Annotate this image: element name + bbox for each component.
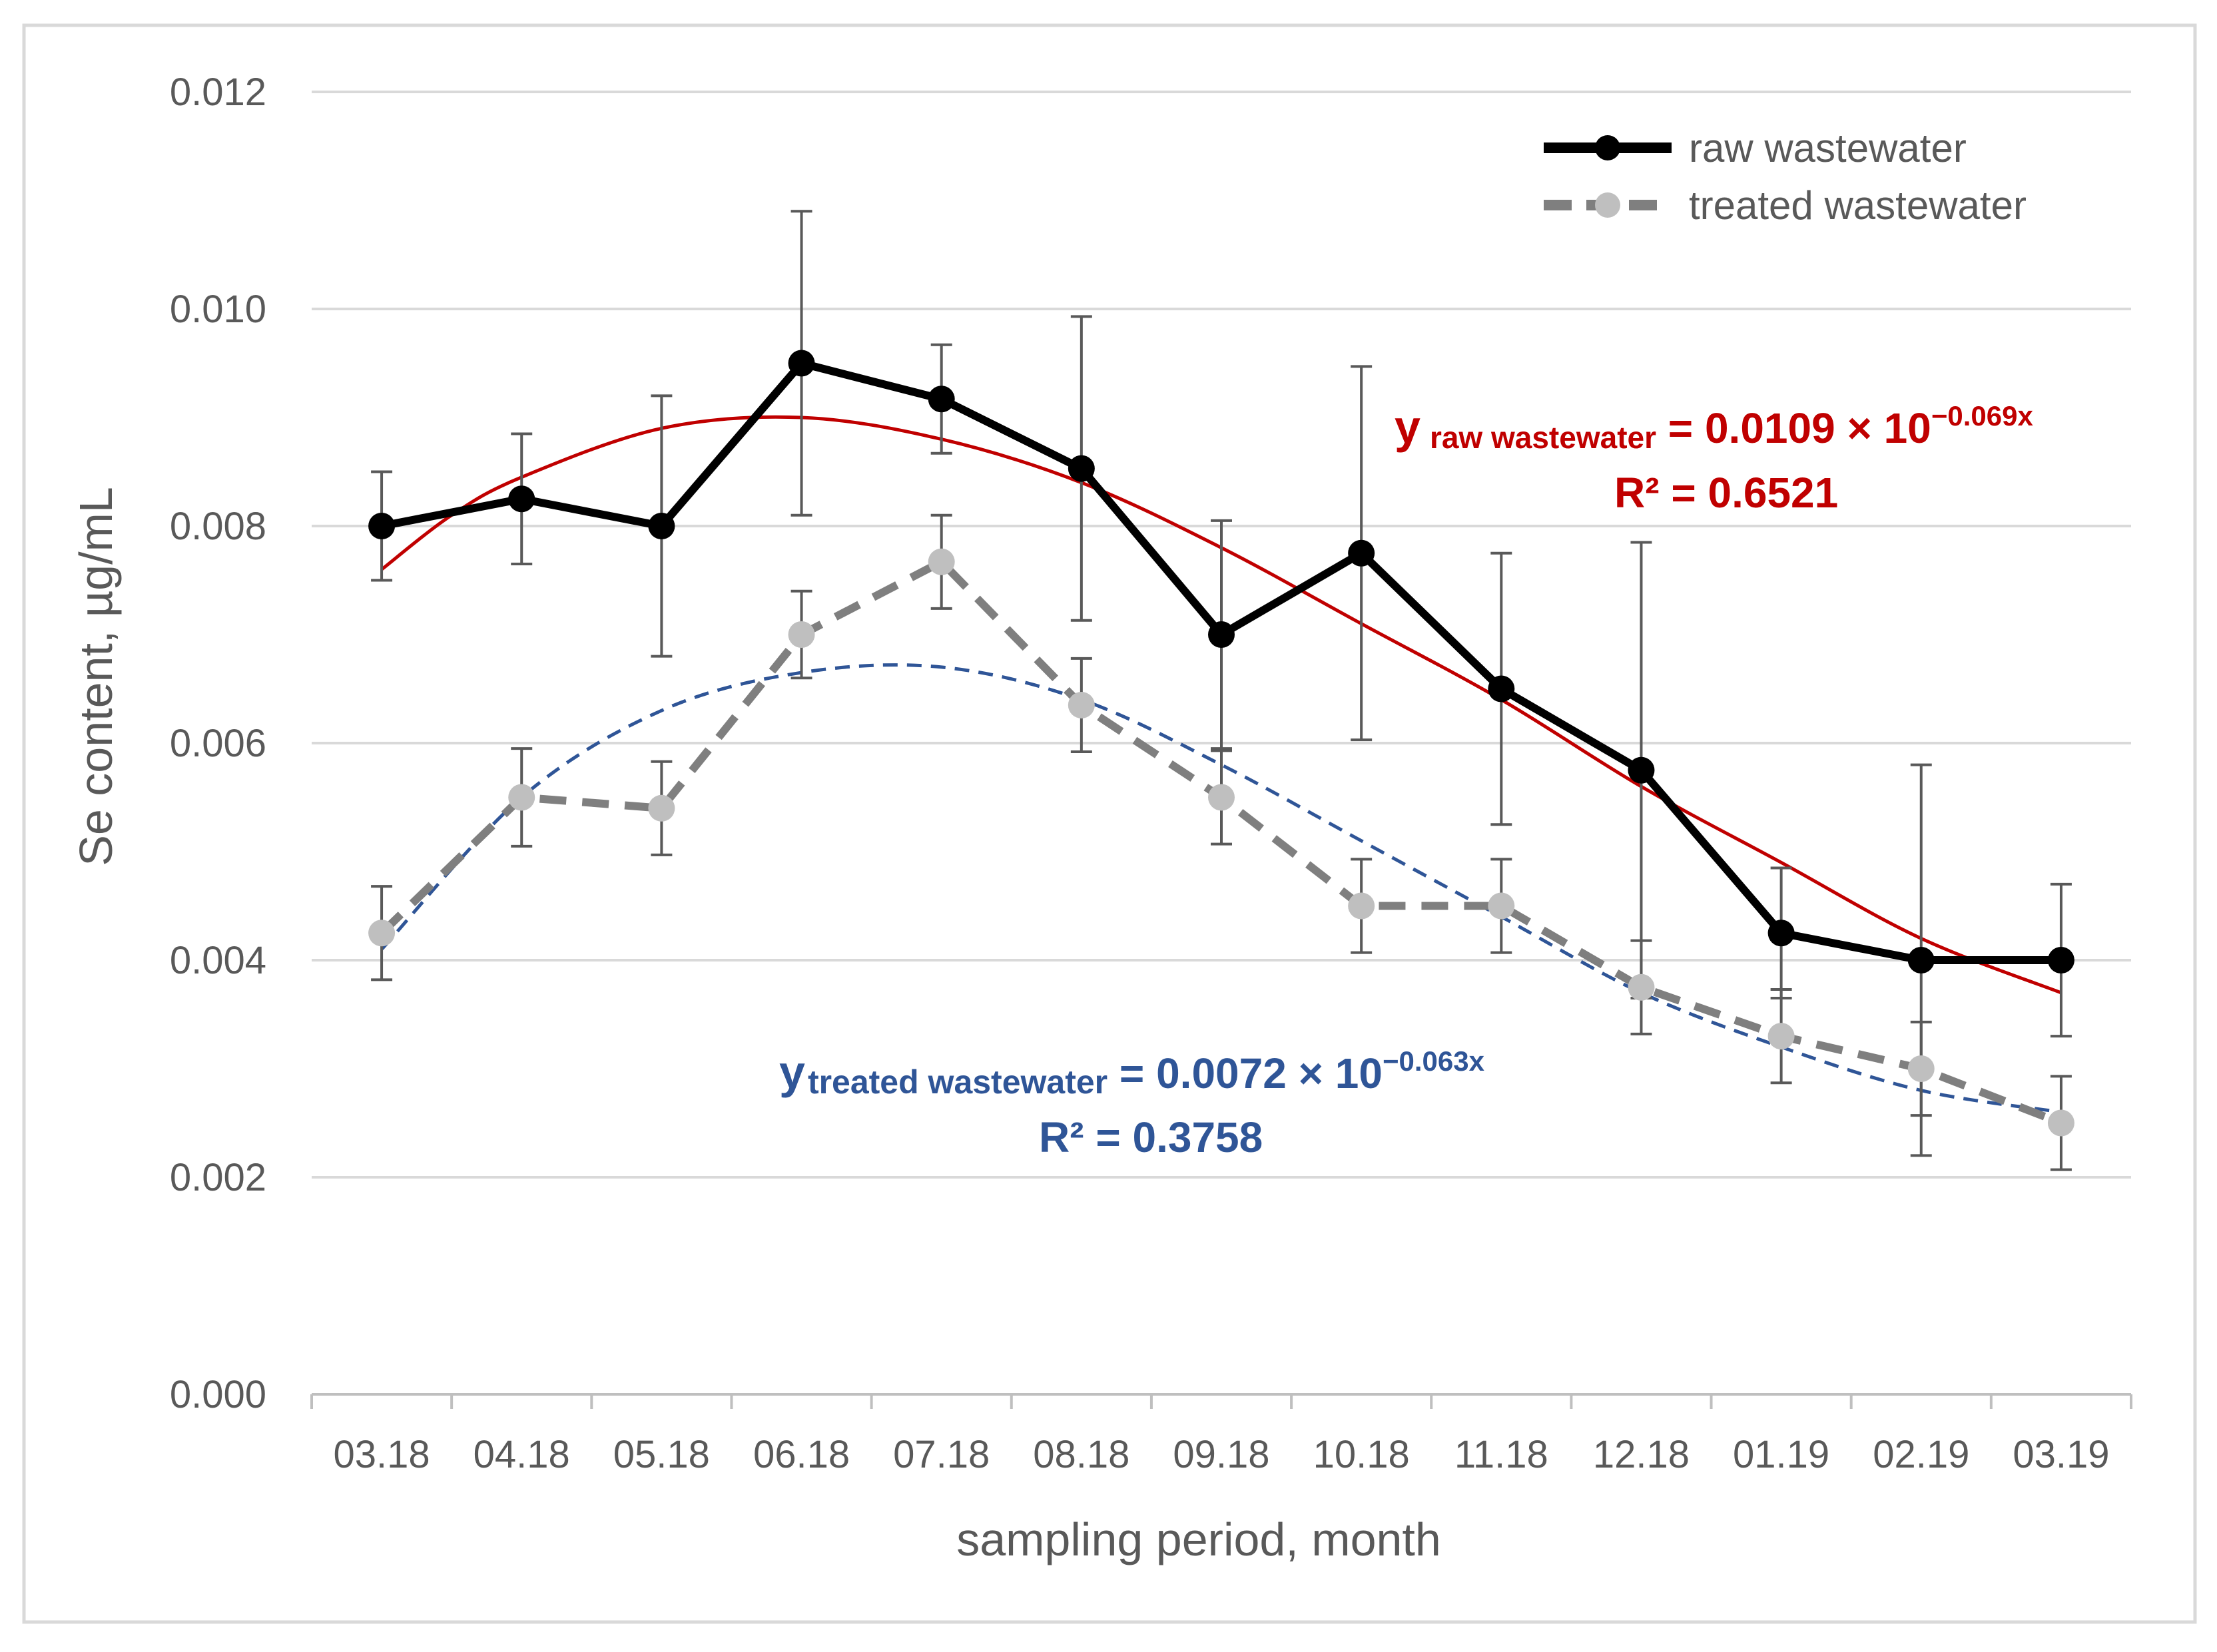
treated-wastewater-point	[1348, 892, 1375, 920]
x-tick-label: 10.18	[1313, 1433, 1410, 1476]
raw-eq-y-sub: raw wastewater	[1430, 420, 1656, 455]
raw-wastewater-point	[1767, 920, 1795, 947]
raw-wastewater-point	[788, 350, 815, 377]
y-tick-label: 0.002	[170, 1156, 266, 1199]
x-tick-label: 09.18	[1173, 1433, 1269, 1476]
treated-trend-equation: ytreated wastewater = 0.0072 × 10−0.063x…	[779, 1045, 1485, 1161]
raw-wastewater-point	[1907, 947, 1935, 973]
chart-frame	[22, 23, 2197, 1624]
treated-eq-y: y	[779, 1046, 805, 1098]
x-axis-ticks: 03.18 04.18 05.18 06.18 07.18 08.18 09.18 10.18…	[333, 1433, 2109, 1476]
y-axis-ticks: 0.000 0.002 0.004 0.006 0.008 0.010 0.012	[170, 71, 266, 1416]
raw-wastewater-point	[2047, 947, 2074, 973]
treated-wastewater-point	[648, 794, 675, 822]
x-axis-title: sampling period, month	[956, 1514, 1441, 1565]
x-tick-label: 12.18	[1593, 1433, 1690, 1476]
treated-wastewater-point	[368, 920, 396, 947]
legend-treated-marker	[1595, 192, 1620, 218]
x-tick-label: 03.19	[2013, 1433, 2109, 1476]
raw-wastewater-point	[368, 513, 396, 539]
treated-wastewater-point	[1628, 973, 1655, 1001]
raw-wastewater-point	[1068, 455, 1095, 482]
treated-eq-rhs: = 0.0072 × 10	[1108, 1049, 1383, 1097]
treated-wastewater-point	[1767, 1023, 1795, 1050]
raw-wastewater-point	[1488, 675, 1515, 702]
x-tick-label: 01.19	[1733, 1433, 1829, 1476]
raw-eq-exp: −0.069x	[1931, 400, 2034, 431]
x-tick-label: 11.18	[1454, 1433, 1548, 1476]
treated-eq-exp: −0.063x	[1383, 1045, 1485, 1077]
svg-text:ytreated wastewater = 0.0072 ×: ytreated wastewater = 0.0072 × 10−0.063x	[779, 1045, 1485, 1101]
x-tick-label: 03.18	[333, 1433, 430, 1476]
treated-wastewater-point	[2047, 1109, 2074, 1137]
raw-wastewater-trendline	[380, 415, 2062, 995]
treated-wastewater-point	[1208, 784, 1235, 811]
y-tick-label: 0.012	[170, 71, 266, 114]
raw-wastewater-point	[648, 513, 675, 539]
x-tick-label: 02.19	[1873, 1433, 1969, 1476]
raw-eq-y: y	[1395, 401, 1421, 453]
treated-wastewater-point	[788, 621, 815, 648]
treated-wastewater-point	[928, 548, 955, 575]
treated-wastewater-point	[1907, 1055, 1935, 1082]
legend-treated-label: treated wastewater	[1689, 183, 2027, 228]
legend-raw-marker	[1595, 135, 1620, 160]
y-tick-label: 0.004	[170, 939, 266, 982]
legend-raw-label: raw wastewater	[1689, 126, 1967, 170]
treated-wastewater-point	[1488, 892, 1515, 920]
raw-wastewater-point	[1348, 539, 1375, 567]
data-series	[368, 350, 2074, 1137]
y-tick-label: 0.008	[170, 505, 266, 548]
y-tick-label: 0.010	[170, 288, 266, 331]
x-tick-label: 08.18	[1033, 1433, 1129, 1476]
x-axis	[310, 1393, 2132, 1409]
x-tick-label: 06.18	[753, 1433, 850, 1476]
raw-wastewater-point	[1208, 621, 1235, 648]
raw-wastewater-point	[1628, 756, 1655, 784]
raw-trend-equation: y raw wastewater = 0.0109 × 10−0.069x R² …	[1395, 400, 2033, 517]
x-tick-label: 07.18	[893, 1433, 990, 1476]
raw-eq-rhs: = 0.0109 × 10	[1656, 404, 1931, 452]
raw-eq-r2: R² = 0.6521	[1614, 469, 1838, 517]
x-tick-label: 05.18	[613, 1433, 710, 1476]
treated-eq-r2: R² = 0.3758	[1039, 1113, 1263, 1161]
raw-wastewater-point	[928, 386, 955, 413]
legend: raw wastewater treated wastewater	[1544, 126, 2027, 228]
raw-wastewater-point	[508, 485, 535, 513]
treated-wastewater-point	[1068, 691, 1095, 718]
trendlines	[380, 415, 2062, 1114]
y-tick-label: 0.000	[170, 1373, 266, 1416]
y-axis-title: Se content, µg/mL	[70, 487, 122, 866]
x-tick-label: 04.18	[474, 1433, 570, 1476]
y-tick-label: 0.006	[170, 722, 266, 765]
treated-wastewater-point	[508, 784, 535, 811]
treated-eq-y-sub: treated wastewater	[808, 1063, 1108, 1101]
